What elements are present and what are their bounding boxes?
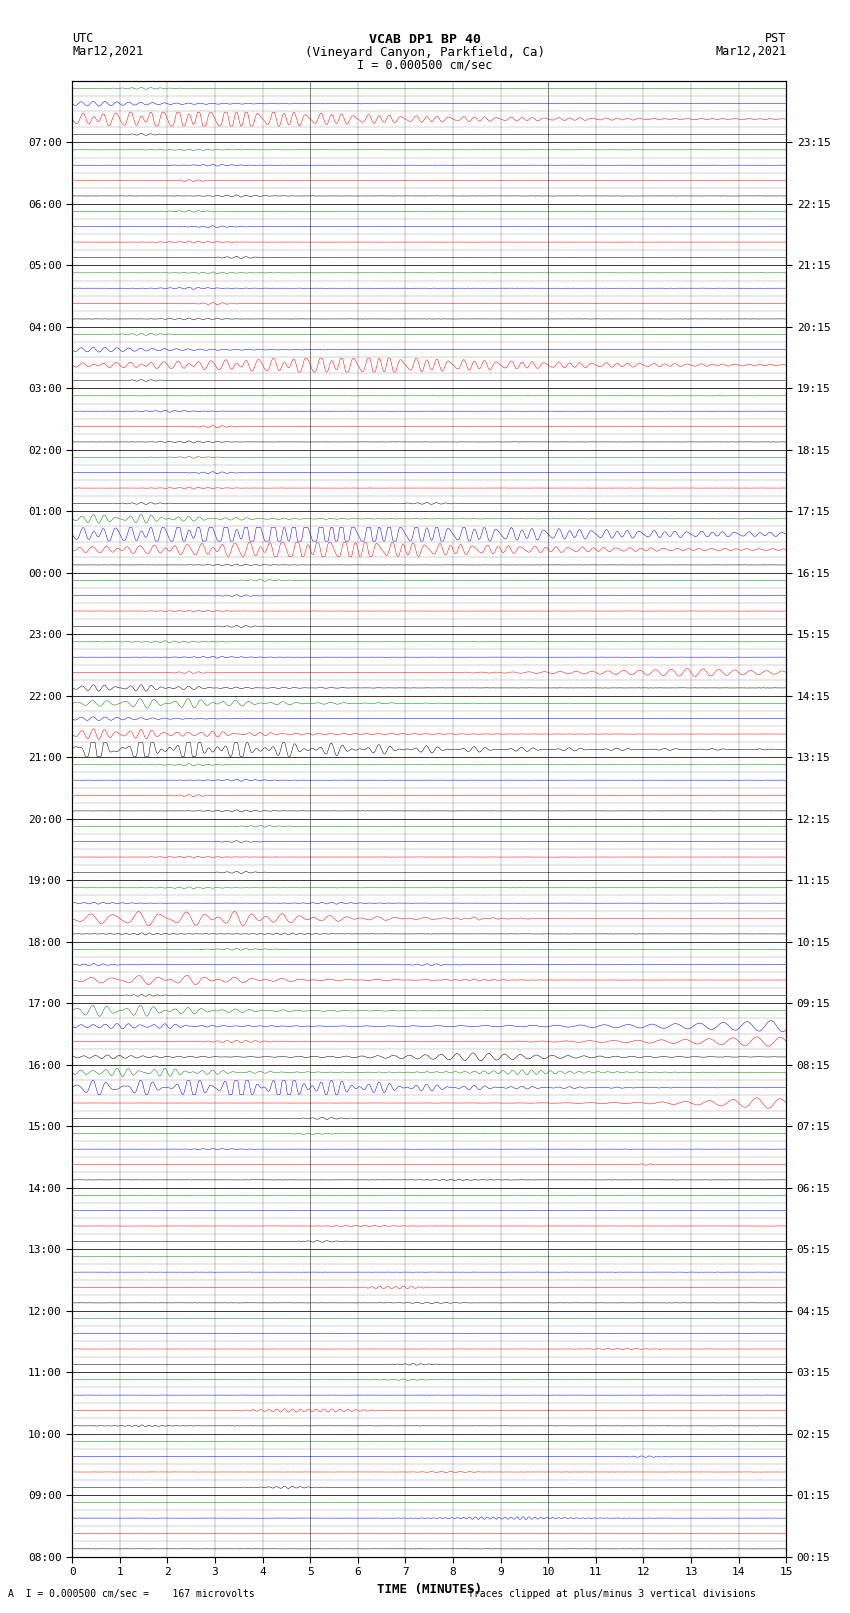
Text: PST: PST [765, 32, 786, 45]
X-axis label: TIME (MINUTES): TIME (MINUTES) [377, 1582, 482, 1595]
Text: Mar12,2021: Mar12,2021 [715, 45, 786, 58]
Text: VCAB DP1 BP 40: VCAB DP1 BP 40 [369, 32, 481, 45]
Text: A  I = 0.000500 cm/sec =    167 microvolts: A I = 0.000500 cm/sec = 167 microvolts [8, 1589, 255, 1598]
Text: Traces clipped at plus/minus 3 vertical divisions: Traces clipped at plus/minus 3 vertical … [468, 1589, 756, 1598]
Text: I = 0.000500 cm/sec: I = 0.000500 cm/sec [357, 58, 493, 71]
Text: UTC: UTC [72, 32, 94, 45]
Text: Mar12,2021: Mar12,2021 [72, 45, 144, 58]
Text: (Vineyard Canyon, Parkfield, Ca): (Vineyard Canyon, Parkfield, Ca) [305, 45, 545, 58]
